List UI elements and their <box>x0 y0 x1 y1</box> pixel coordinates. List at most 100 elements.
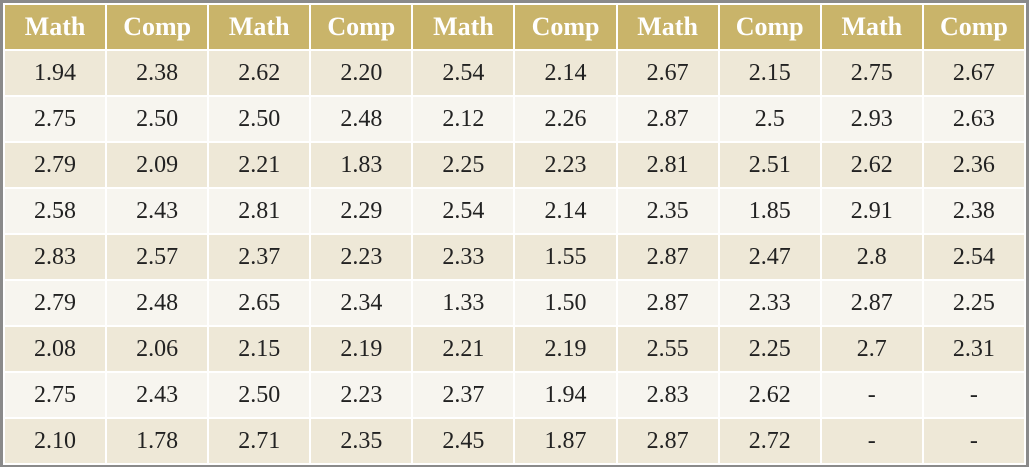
table-cell: 2.21 <box>411 325 516 373</box>
table-body: 1.94 2.38 2.62 2.20 2.54 2.14 2.67 2.15 2.75 2.67… <box>2 49 1027 465</box>
table-cell: 2.06 <box>105 325 210 373</box>
table-cell: 1.94 <box>513 371 618 419</box>
table-row: 2.10 1.78 2.71 2.35 2.45 1.87 2.87 2.72- - <box>2 417 1027 465</box>
table-cell: 1.94 <box>2 49 108 97</box>
table-cell: 2.08 <box>2 325 108 373</box>
table-cell: 2.35 <box>615 187 720 235</box>
table-cell: 2.50 <box>105 95 210 143</box>
table-cell: 2.37 <box>207 233 312 281</box>
table-cell: 2.23 <box>309 371 414 419</box>
header-cell: Comp <box>105 3 210 51</box>
table-cell: 2.93 <box>819 95 924 143</box>
table-cell: 2.87 <box>615 233 720 281</box>
table-row: 1.94 2.38 2.62 2.20 2.54 2.14 2.67 2.15 2.75 2.67 <box>2 49 1027 97</box>
table-cell: 2.25 <box>717 325 822 373</box>
table-cell: 2.87 <box>615 95 720 143</box>
table-cell: 2.14 <box>513 187 618 235</box>
table-cell: 2.38 <box>105 49 210 97</box>
table-cell: 2.81 <box>615 141 720 189</box>
table-cell: 2.48 <box>309 95 414 143</box>
table-cell: 2.38 <box>921 187 1027 235</box>
table-cell: 2.72 <box>717 417 822 465</box>
table-cell: 2.75 <box>2 95 108 143</box>
header-cell: Comp <box>717 3 822 51</box>
table-cell: 2.54 <box>921 233 1027 281</box>
table-cell: 2.58 <box>2 187 108 235</box>
table-cell: 1.50 <box>513 279 618 327</box>
table-cell: 1.85 <box>717 187 822 235</box>
table-cell: 2.09 <box>105 141 210 189</box>
table-cell: 2.87 <box>819 279 924 327</box>
table-cell: - <box>921 417 1027 465</box>
header-cell: Comp <box>921 3 1027 51</box>
table-cell: 2.15 <box>717 49 822 97</box>
table-cell: - <box>819 371 924 419</box>
table-cell: 2.43 <box>105 371 210 419</box>
header-cell: Math <box>615 3 720 51</box>
table-cell: 2.37 <box>411 371 516 419</box>
table-cell: 2.5 <box>717 95 822 143</box>
table-cell: 2.47 <box>717 233 822 281</box>
table-row: 2.79 2.48 2.65 2.34 1.33 1.50 2.87 2.33 2.87 2.25 <box>2 279 1027 327</box>
table-cell: 2.25 <box>411 141 516 189</box>
header-cell: Math <box>411 3 516 51</box>
header-cell: Math <box>819 3 924 51</box>
table-cell: 2.51 <box>717 141 822 189</box>
table-cell: 2.19 <box>513 325 618 373</box>
table-row: 2.58 2.43 2.81 2.29 2.54 2.14 2.35 1.85 2.91 2.38 <box>2 187 1027 235</box>
data-table: Math Comp Math Comp Math Comp Math Comp Math Comp… <box>2 3 1027 465</box>
table-cell: 2.50 <box>207 95 312 143</box>
table-cell: 2.62 <box>819 141 924 189</box>
table-cell: 2.81 <box>207 187 312 235</box>
table-cell: 2.87 <box>615 279 720 327</box>
table-cell: 2.45 <box>411 417 516 465</box>
table-cell: 2.7 <box>819 325 924 373</box>
table-cell: 2.50 <box>207 371 312 419</box>
table-row: 2.79 2.09 2.21 1.83 2.25 2.23 2.81 2.51 2.62 2.36 <box>2 141 1027 189</box>
table-cell: 1.33 <box>411 279 516 327</box>
table-cell: 2.10 <box>2 417 108 465</box>
table-cell: 2.33 <box>717 279 822 327</box>
table-cell: 2.25 <box>921 279 1027 327</box>
table-cell: 2.35 <box>309 417 414 465</box>
table-cell: 2.79 <box>2 279 108 327</box>
table-row: 2.75 2.43 2.50 2.23 2.37 1.94 2.83 2.62- - <box>2 371 1027 419</box>
table-cell: 2.29 <box>309 187 414 235</box>
header-cell: Comp <box>513 3 618 51</box>
header-cell: Math <box>2 3 108 51</box>
table-cell: 2.83 <box>615 371 720 419</box>
table-frame: Math Comp Math Comp Math Comp Math Comp Math Comp… <box>2 3 1027 465</box>
table-cell: 2.75 <box>2 371 108 419</box>
table-cell: 2.34 <box>309 279 414 327</box>
header-cell: Comp <box>309 3 414 51</box>
table-cell: 2.79 <box>2 141 108 189</box>
table-row: 2.75 2.50 2.50 2.48 2.12 2.26 2.87 2.5 2.93 2.63 <box>2 95 1027 143</box>
table-cell: 2.62 <box>207 49 312 97</box>
table-cell: 2.43 <box>105 187 210 235</box>
table-cell: 2.54 <box>411 49 516 97</box>
table-cell: 2.31 <box>921 325 1027 373</box>
table-cell: 2.20 <box>309 49 414 97</box>
table-cell: 2.54 <box>411 187 516 235</box>
table-cell: 2.71 <box>207 417 312 465</box>
table-cell: 2.23 <box>309 233 414 281</box>
table-cell: 2.36 <box>921 141 1027 189</box>
table-cell: 2.62 <box>717 371 822 419</box>
table-cell: 1.83 <box>309 141 414 189</box>
table-cell: 2.75 <box>819 49 924 97</box>
table-cell: 2.55 <box>615 325 720 373</box>
table-cell: 2.12 <box>411 95 516 143</box>
table-cell: 1.87 <box>513 417 618 465</box>
table-cell: 2.21 <box>207 141 312 189</box>
table-cell: 1.55 <box>513 233 618 281</box>
table-cell: 2.19 <box>309 325 414 373</box>
table-cell: 2.33 <box>411 233 516 281</box>
table-cell: 2.48 <box>105 279 210 327</box>
table-row: 2.08 2.06 2.15 2.19 2.21 2.19 2.55 2.25 2.7 2.31 <box>2 325 1027 373</box>
table-cell: 2.87 <box>615 417 720 465</box>
table-cell: 2.91 <box>819 187 924 235</box>
table-cell: 2.57 <box>105 233 210 281</box>
table-cell: 2.83 <box>2 233 108 281</box>
table-cell: 2.26 <box>513 95 618 143</box>
